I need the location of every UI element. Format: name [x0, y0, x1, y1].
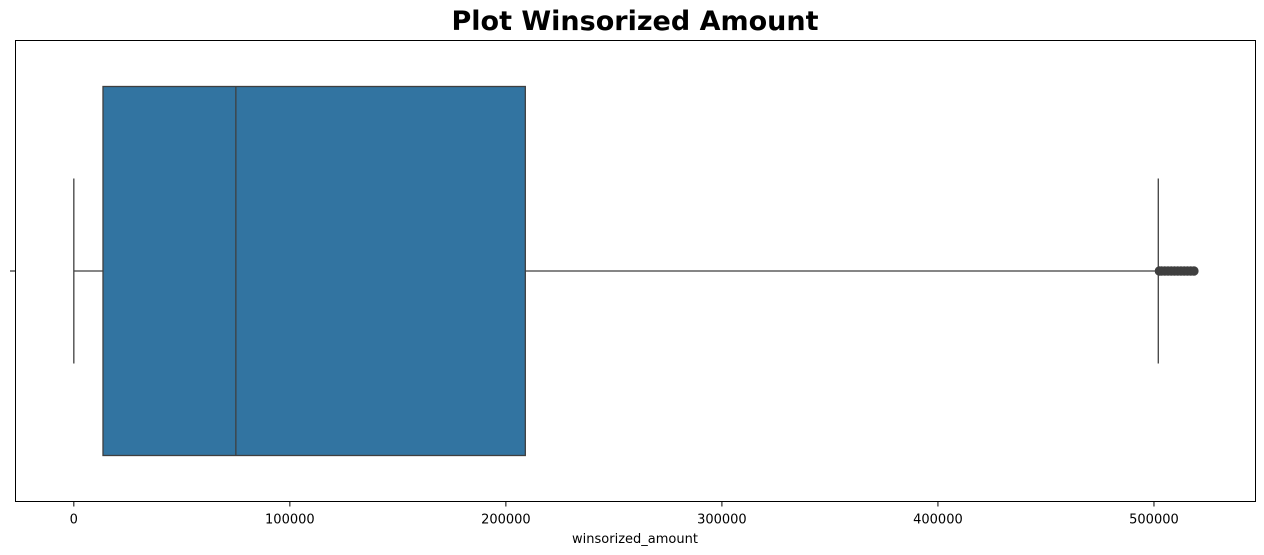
x-tick-label: 300000	[697, 513, 747, 528]
outlier-point	[1189, 266, 1199, 276]
x-tick-label: 0	[70, 513, 78, 528]
x-tick-label: 100000	[265, 513, 315, 528]
x-tick-label: 200000	[481, 513, 531, 528]
plot-marks	[73, 85, 1199, 457]
x-tick-label: 500000	[1129, 513, 1179, 528]
iqr-box	[102, 85, 526, 457]
x-axis: 0 100000 200000 300000 400000 500000	[70, 501, 1179, 528]
x-tick-label: 400000	[913, 513, 963, 528]
x-axis-label: winsorized_amount	[572, 532, 698, 547]
chart-title: Plot Winsorized Amount	[451, 6, 819, 37]
